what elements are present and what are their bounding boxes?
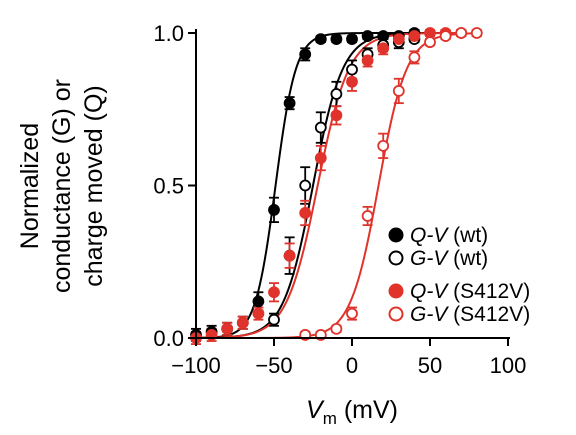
data-point-series-2 [346,75,358,88]
legend-label: G-V (S412V) [410,303,530,326]
data-point-series-0 [299,48,312,61]
data-point-series-3 [424,36,436,49]
data-point-series-2 [283,249,296,262]
data-point-series-3 [361,210,374,222]
x-axis-title: Vm (mV) [306,396,398,428]
data-point-series-3 [346,307,358,320]
x-tick-label: 100 [490,353,527,378]
y-tick-label: 0.5 [153,174,184,199]
data-point-series-0 [283,97,296,110]
data-point-series-2 [361,54,374,67]
data-point-series-0 [361,30,374,42]
data-point-series-0 [314,33,327,45]
y-axis-title-line: conductance (G) or [48,79,76,293]
data-point-series-2 [377,42,390,55]
y-axis-title-line: charge moved (Q) [80,85,108,286]
y-tick-label: 1.0 [153,21,184,46]
data-point-series-3 [377,139,390,152]
data-point-series-2 [330,109,343,122]
data-point-series-3 [408,51,421,64]
data-point-series-3 [470,27,483,39]
legend-marker [388,306,404,322]
data-point-series-3 [455,27,468,39]
legend-marker [388,283,404,299]
data-point-series-1 [268,313,280,326]
legend-label: G-V (wt) [410,247,488,270]
data-point-series-2 [392,33,405,45]
data-point-series-0 [252,295,265,308]
x-tick-label: 50 [418,353,442,378]
legend-marker [388,227,404,243]
data-point-series-2 [221,322,234,335]
data-point-series-3 [392,85,405,97]
data-point-series-1 [346,63,358,76]
data-point-series-2 [268,286,280,299]
legend-label: Q-V (S412V) [410,280,530,303]
data-point-series-2 [252,307,265,320]
y-axis-title-line: Normalized [16,123,44,249]
data-point-series-2 [236,316,249,329]
x-tick-label: 0 [346,353,358,378]
legend: Q-V (wt)G-V (wt) Q-V (S412V)G-V (S412V) [388,224,530,326]
x-tick-label: −100 [171,353,221,378]
legend-label: Q-V (wt) [410,224,488,247]
x-tick-label: −50 [255,353,292,378]
y-tick-label: 0.0 [153,326,184,351]
data-point-series-0 [330,33,343,45]
data-point-series-2 [299,207,312,219]
data-point-series-1 [299,179,312,192]
data-point-series-2 [314,152,327,164]
data-point-series-1 [314,121,327,134]
data-points [190,27,483,344]
data-point-series-0 [346,33,358,45]
data-point-series-0 [268,203,280,216]
data-point-series-2 [408,30,421,42]
data-point-series-1 [330,88,343,100]
data-point-series-3 [330,322,343,335]
data-point-series-3 [439,30,452,42]
legend-marker [388,250,404,266]
